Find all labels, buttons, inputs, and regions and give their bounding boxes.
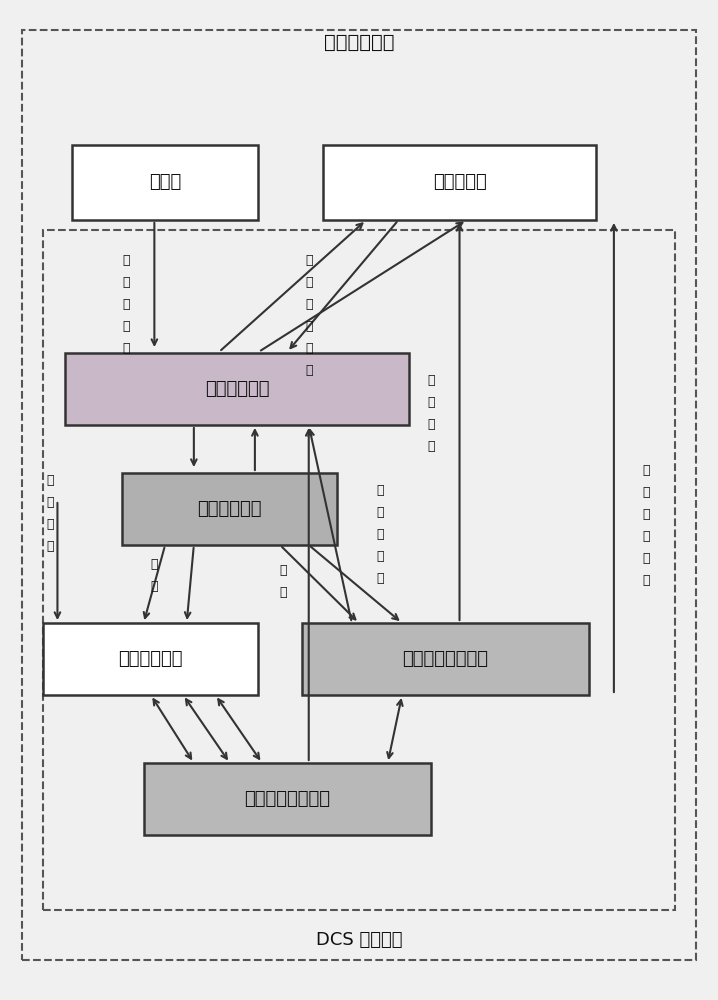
- Text: 状: 状: [427, 418, 434, 430]
- Text: 软: 软: [122, 253, 129, 266]
- Text: 软: 软: [377, 484, 384, 496]
- Bar: [302, 623, 589, 695]
- Text: 常规控制回路: 常规控制回路: [118, 650, 183, 668]
- Text: 控: 控: [280, 585, 287, 598]
- Text: 态: 态: [643, 573, 650, 586]
- Text: 安全监控程序: 安全监控程序: [197, 500, 262, 518]
- Text: 远: 远: [47, 474, 54, 487]
- Text: 量: 量: [122, 298, 129, 310]
- Text: 态: 态: [427, 440, 434, 452]
- Bar: [144, 763, 431, 835]
- Text: 结: 结: [377, 550, 384, 562]
- Text: 监: 监: [151, 558, 158, 572]
- Text: 控: 控: [643, 507, 650, 520]
- Text: 控: 控: [427, 395, 434, 408]
- Text: 先进控制系统: 先进控制系统: [324, 32, 394, 51]
- Text: 先: 先: [305, 253, 312, 266]
- Text: DCS 控制系统: DCS 控制系统: [316, 931, 402, 949]
- Text: 定: 定: [47, 540, 54, 552]
- Text: 监: 监: [280, 564, 287, 576]
- Text: 测: 测: [122, 275, 129, 288]
- Text: 进: 进: [305, 275, 312, 288]
- Text: 结: 结: [122, 320, 129, 333]
- Bar: [43, 230, 675, 910]
- Bar: [72, 145, 258, 220]
- Text: 先进控制被控变量: 先进控制被控变量: [402, 650, 488, 668]
- Text: 通讯接口变量: 通讯接口变量: [205, 380, 269, 398]
- Bar: [122, 473, 337, 545]
- Text: 先进控制操作界面: 先进控制操作界面: [244, 790, 330, 808]
- Text: 规: 规: [643, 486, 650, 498]
- Text: 控: 控: [305, 298, 312, 310]
- Bar: [43, 623, 258, 695]
- Text: 常: 常: [643, 464, 650, 477]
- Text: 量: 量: [377, 528, 384, 540]
- Text: 制: 制: [643, 530, 650, 542]
- Text: 状: 状: [643, 551, 650, 564]
- Text: 作: 作: [305, 342, 312, 355]
- Text: 程: 程: [47, 495, 54, 508]
- Text: 果: 果: [122, 342, 129, 355]
- Text: 设: 设: [47, 518, 54, 530]
- Text: 被: 被: [427, 373, 434, 386]
- Text: 控: 控: [151, 580, 158, 593]
- Text: 先进控制器: 先进控制器: [433, 174, 486, 192]
- Text: 软测量: 软测量: [149, 174, 181, 192]
- Bar: [65, 353, 409, 425]
- Text: 用: 用: [305, 363, 312, 376]
- Text: 测: 测: [377, 506, 384, 518]
- Bar: [323, 145, 596, 220]
- Text: 果: 果: [377, 571, 384, 584]
- Text: 制: 制: [305, 320, 312, 333]
